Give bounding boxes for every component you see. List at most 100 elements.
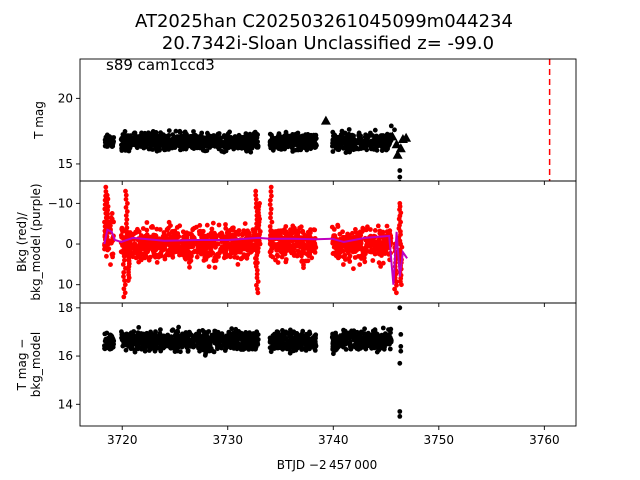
x-tick-label: 3760 [529, 433, 560, 447]
data-point [283, 224, 289, 229]
y-axis-label-line: bkg_model (purple) [29, 183, 43, 300]
data-point [206, 329, 212, 334]
data-point [379, 135, 385, 141]
data-point [370, 342, 376, 348]
data-point [208, 143, 214, 149]
data-point [268, 197, 273, 203]
data-point [375, 143, 381, 149]
data-point [383, 140, 389, 146]
data-point [130, 231, 135, 237]
data-point [180, 338, 186, 344]
data-point [166, 343, 172, 348]
data-point [284, 346, 290, 352]
data-point [164, 227, 170, 232]
data-point [201, 329, 207, 335]
data-point [207, 342, 213, 348]
data-point [279, 229, 285, 235]
data-point [269, 219, 275, 225]
data-point [175, 329, 181, 335]
data-point [181, 243, 187, 249]
data-point [268, 206, 274, 212]
limit-triangle [401, 132, 412, 142]
data-point [268, 189, 274, 194]
data-point [295, 139, 301, 145]
data-point [136, 325, 142, 330]
data-point [200, 142, 206, 148]
data-point [147, 332, 153, 338]
data-point [137, 244, 143, 249]
data-point [226, 244, 232, 250]
photometry-panel: 15 20 T mag s89 cam1ccd3 [32, 56, 577, 185]
data-point [330, 149, 336, 154]
data-point [197, 223, 203, 228]
data-point [165, 139, 171, 145]
data-point [110, 337, 116, 343]
data-point [187, 134, 193, 140]
data-point [362, 259, 368, 265]
data-point [235, 262, 241, 267]
data-point [208, 133, 213, 139]
data-point [268, 228, 273, 234]
data-point [394, 282, 399, 288]
data-point [340, 248, 346, 254]
data-point [356, 146, 361, 152]
data-point [148, 138, 154, 144]
data-point [166, 147, 172, 152]
figure-title-line1: AT2025han C202503261045099m044234 [135, 11, 513, 32]
data-point [219, 333, 224, 339]
data-point [241, 252, 247, 257]
data-point [282, 139, 287, 145]
data-point [222, 338, 227, 344]
data-point [216, 222, 222, 228]
data-point [334, 337, 340, 343]
data-point [267, 202, 273, 208]
data-point [104, 215, 109, 221]
y-axis-label-line: T mag − [15, 339, 29, 392]
data-point [213, 329, 219, 334]
data-point [255, 260, 260, 266]
data-point [287, 350, 293, 356]
data-point [122, 129, 128, 134]
data-point [206, 264, 212, 269]
plot-area [102, 184, 408, 300]
data-point [240, 232, 245, 238]
data-point [229, 336, 235, 341]
data-point [245, 141, 251, 147]
data-point [105, 207, 110, 213]
data-point [169, 229, 175, 235]
data-point [158, 249, 164, 255]
data-point [295, 143, 301, 149]
data-point [121, 286, 127, 292]
data-point [337, 254, 343, 259]
data-point [183, 144, 189, 150]
data-point [366, 334, 372, 340]
data-point [268, 253, 274, 259]
data-point [267, 241, 273, 247]
data-point [291, 249, 297, 255]
data-point [172, 143, 178, 149]
data-point [102, 137, 108, 143]
y-tick-label: 18 [58, 301, 73, 315]
data-point [399, 282, 404, 288]
data-point [357, 346, 363, 351]
data-point [162, 256, 168, 262]
data-point [238, 347, 244, 352]
data-point [132, 349, 138, 355]
data-point [123, 188, 128, 194]
data-point [110, 140, 116, 146]
data-point [386, 327, 391, 332]
data-point [352, 255, 358, 260]
data-point [254, 282, 259, 288]
data-point [143, 133, 149, 139]
y-axis-label-line: bkg_model [29, 332, 43, 398]
data-point [384, 337, 390, 343]
data-point [394, 290, 399, 296]
data-point [133, 255, 139, 261]
data-point [352, 142, 357, 147]
data-point [339, 135, 345, 141]
data-point [246, 243, 252, 249]
data-point [230, 341, 236, 347]
data-point [255, 286, 260, 292]
data-point [292, 225, 297, 231]
data-point [231, 139, 237, 145]
